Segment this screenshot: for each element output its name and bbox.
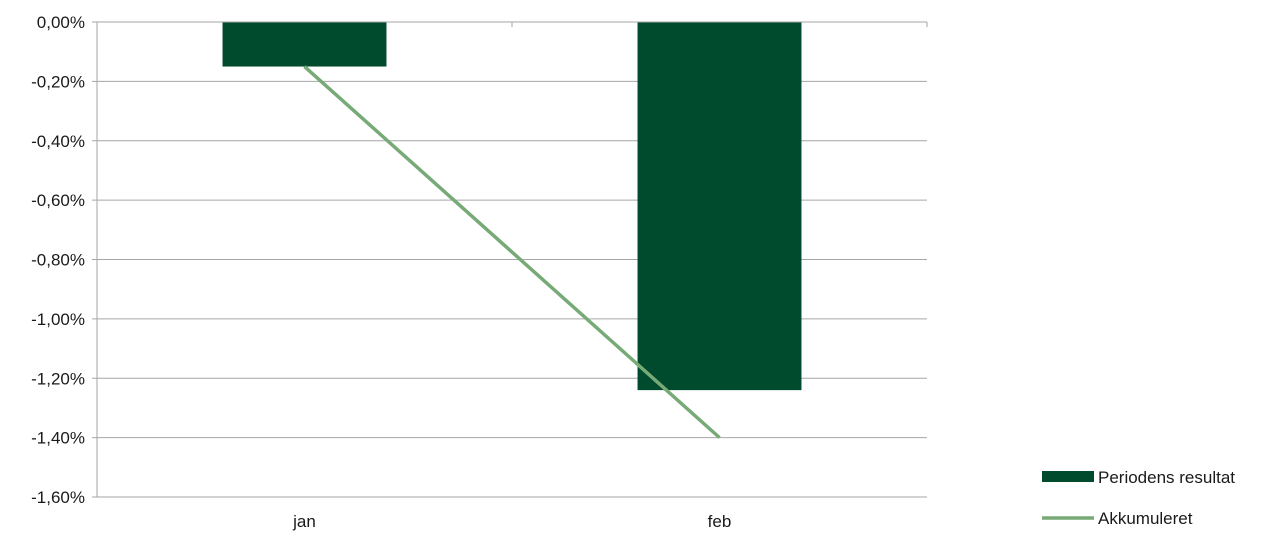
bar-jan: [222, 22, 387, 67]
bars: [222, 22, 802, 391]
legend-swatch-bar: [1042, 471, 1094, 482]
y-tick-label: -0,20%: [31, 72, 85, 91]
x-tick-labels: jan feb: [292, 512, 731, 531]
legend-label: Akkumuleret: [1098, 509, 1193, 528]
y-tick-label: -1,60%: [31, 488, 85, 507]
gridlines: [97, 21, 927, 498]
x-tick-label: feb: [708, 512, 732, 531]
legend: Periodens resultat Akkumuleret: [1042, 468, 1235, 528]
y-tick-label: -1,20%: [31, 369, 85, 388]
y-tick-label: -1,40%: [31, 429, 85, 448]
y-tick-label: -0,60%: [31, 191, 85, 210]
y-tick-label: -0,40%: [31, 132, 85, 151]
axes: [92, 21, 928, 498]
y-tick-labels: 0,00% -0,20% -0,40% -0,60% -0,80% -1,00% -1,20…: [31, 13, 85, 507]
x-tick-label: jan: [292, 512, 316, 531]
y-tick-label: -0,80%: [31, 251, 85, 270]
lines: [303, 65, 721, 439]
bar-feb: [637, 22, 802, 391]
line-series-akkumuleret: [303, 65, 721, 439]
y-tick-label: -1,00%: [31, 310, 85, 329]
legend-label: Periodens resultat: [1098, 468, 1235, 487]
y-tick-label: 0,00%: [37, 13, 85, 32]
